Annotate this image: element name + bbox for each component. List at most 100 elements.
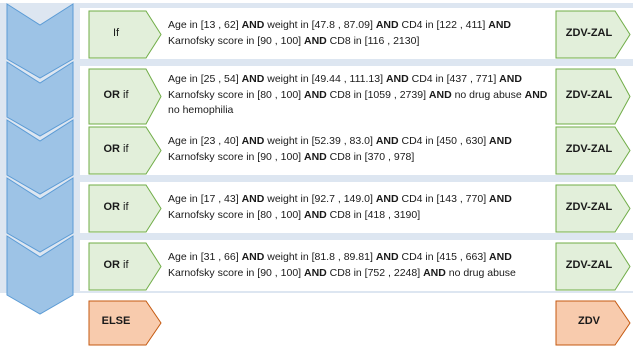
and-operator: AND: [241, 251, 265, 263]
flow-chevron-icon: [6, 235, 74, 315]
and-operator: AND: [241, 73, 265, 85]
if-keyword: if: [119, 88, 129, 101]
and-operator: AND: [304, 150, 327, 163]
output-label: ZDV-ZAL: [565, 88, 613, 101]
else-box: [88, 300, 162, 346]
condition-clause: CD8 in [752 , 2248]: [326, 266, 424, 279]
or-keyword: OR: [103, 258, 120, 271]
and-operator: AND: [489, 251, 512, 263]
condition-clause: CD8 in [418 , 3190]: [326, 208, 421, 221]
and-operator: AND: [304, 208, 327, 221]
output-box: [555, 242, 631, 291]
and-operator: AND: [489, 193, 512, 205]
or-keyword: OR: [103, 88, 120, 101]
condition-box: [88, 126, 162, 175]
condition-clause: Karnofsky score in [90 , 100]: [168, 150, 304, 163]
flow-chevron-icon: [6, 3, 74, 79]
and-operator: AND: [499, 73, 522, 85]
output-box: [555, 10, 631, 59]
output-label: ZDV-ZAL: [565, 200, 613, 213]
condition-box: [88, 184, 162, 233]
condition-clause: CD4 in [122 , 411]: [398, 19, 489, 31]
and-operator: AND: [304, 34, 327, 47]
condition-clause: Age in [13 , 62]: [168, 19, 242, 31]
or-keyword: OR: [103, 200, 120, 213]
or-keyword: OR: [103, 142, 120, 155]
condition-clause: CD8 in [1059 , 2739]: [326, 88, 429, 101]
condition-clause: CD4 in [450 , 630]: [398, 135, 490, 147]
rule-condition-text: Age in [23 , 40] AND weight in [52.39 , …: [168, 134, 548, 165]
condition-label: OR if: [88, 89, 144, 101]
condition-clause: no drug abuse: [445, 266, 516, 279]
condition-box: [88, 242, 162, 291]
rule-row-background: [80, 66, 633, 125]
and-operator: AND: [385, 73, 409, 85]
flow-chevron-icon: [6, 61, 74, 137]
and-operator: AND: [428, 88, 452, 101]
condition-label: OR if: [88, 259, 144, 271]
condition-clause: Karnofsky score in [90 , 100]: [168, 34, 304, 47]
if-keyword: if: [119, 142, 129, 155]
condition-clause: weight in [92.7 , 149.0]: [264, 193, 376, 205]
condition-label: OR if: [88, 201, 144, 213]
and-operator: AND: [488, 19, 512, 31]
else-output-box: [555, 300, 631, 346]
condition-clause: Karnofsky score in [80 , 100]: [168, 208, 304, 221]
condition-clause: no drug abuse: [451, 88, 525, 101]
condition-clause: weight in [81.8 , 89.81]: [264, 251, 376, 263]
flow-chevron-icon: [6, 119, 74, 195]
condition-clause: Karnofsky score in [90 , 100]: [168, 266, 304, 279]
and-operator: AND: [241, 135, 265, 147]
rule-row-background: [80, 298, 633, 346]
if-keyword: If: [112, 26, 120, 39]
else-keyword: ELSE: [101, 315, 131, 327]
rule-row-background: [80, 124, 633, 175]
and-operator: AND: [304, 266, 327, 279]
flow-chevron-icon: [6, 177, 74, 253]
output-box: [555, 68, 631, 125]
rule-condition-text: Age in [13 , 62] AND weight in [47.8 , 8…: [168, 18, 548, 49]
and-operator: AND: [241, 193, 265, 205]
condition-clause: CD8 in [116 , 2130]: [326, 34, 420, 47]
output-label: ZDV-ZAL: [565, 142, 613, 155]
and-operator: AND: [375, 251, 399, 263]
rule-row-background: [80, 182, 633, 233]
output-label: ZDV-ZAL: [565, 26, 613, 39]
condition-clause: CD4 in [143 , 770]: [398, 193, 490, 205]
condition-clause: weight in [47.8 , 87.09]: [264, 19, 376, 31]
and-operator: AND: [375, 19, 399, 31]
condition-label: OR if: [88, 143, 144, 155]
if-keyword: if: [119, 200, 129, 213]
output-label: ZDV-ZAL: [565, 258, 613, 271]
if-keyword: if: [119, 258, 129, 271]
else-output-label: ZDV: [578, 315, 600, 327]
and-operator: AND: [489, 135, 512, 147]
and-operator: AND: [241, 19, 265, 31]
rule-row-background: [80, 8, 633, 59]
output-box: [555, 126, 631, 175]
condition-clause: Age in [17 , 43]: [168, 193, 242, 205]
and-operator: AND: [304, 88, 327, 101]
rule-condition-text: Age in [31 , 66] AND weight in [81.8 , 8…: [168, 250, 548, 281]
else-label: ELSE: [88, 315, 144, 327]
condition-box: [88, 68, 162, 125]
condition-clause: Age in [31 , 66]: [168, 251, 242, 263]
rule-row-background: [80, 240, 633, 291]
rule-condition-text: Age in [25 , 54] AND weight in [49.44 , …: [168, 72, 548, 119]
condition-box: [88, 10, 162, 59]
output-box: [555, 184, 631, 233]
and-operator: AND: [524, 88, 548, 101]
and-operator: AND: [375, 135, 399, 147]
condition-clause: Age in [23 , 40]: [168, 135, 242, 147]
condition-clause: no hemophilia: [168, 104, 234, 116]
rule-condition-text: Age in [17 , 43] AND weight in [92.7 , 1…: [168, 192, 548, 223]
condition-clause: CD4 in [437 , 771]: [408, 73, 500, 85]
and-operator: AND: [375, 193, 399, 205]
condition-clause: Karnofsky score in [80 , 100]: [168, 88, 304, 101]
condition-label: If: [88, 27, 144, 39]
condition-clause: CD8 in [370 , 978]: [326, 150, 415, 163]
condition-clause: weight in [52.39 , 83.0]: [264, 135, 376, 147]
condition-clause: Age in [25 , 54]: [168, 73, 242, 85]
and-operator: AND: [423, 266, 446, 279]
